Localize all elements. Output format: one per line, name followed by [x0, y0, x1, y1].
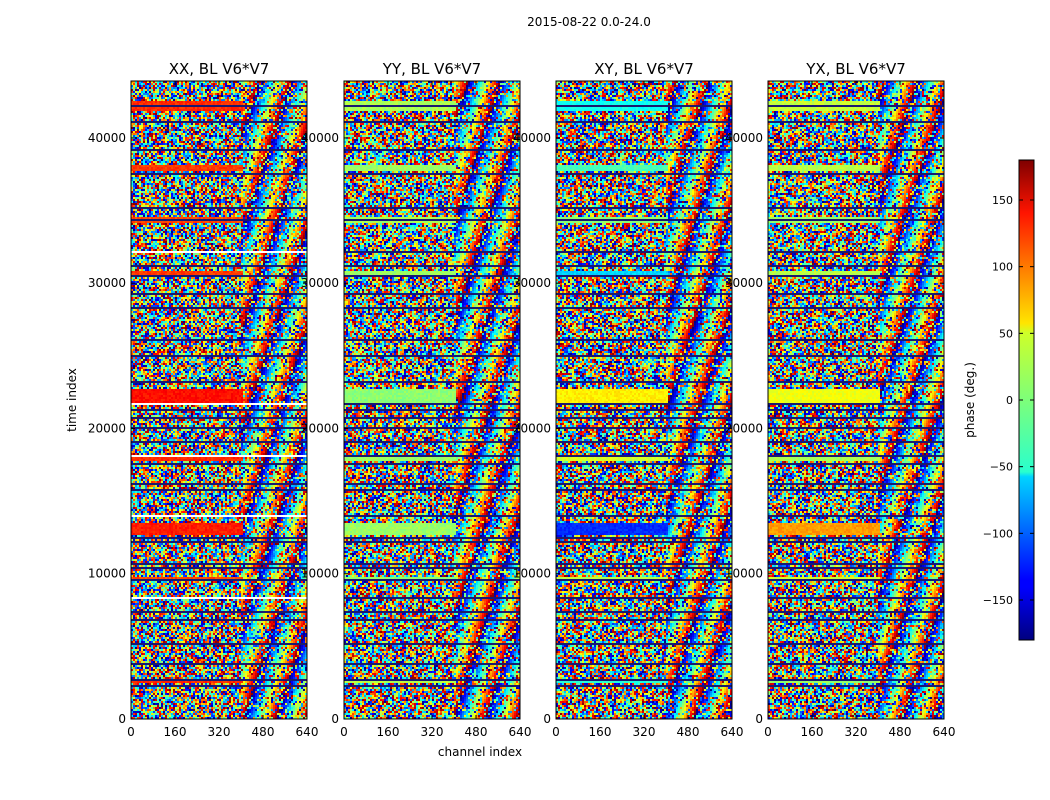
y-tick-label: 30000: [88, 276, 126, 290]
x-tick-label: 320: [633, 725, 656, 739]
x-tick-label: 160: [589, 725, 612, 739]
colorbar-tick-label: 0: [1006, 394, 1013, 407]
x-tick-label: 640: [296, 725, 319, 739]
y-tick-label: 0: [118, 712, 126, 726]
y-tick-label: 0: [331, 712, 339, 726]
colorbar-tick-label: −150: [983, 594, 1013, 607]
x-tick-label: 480: [465, 725, 488, 739]
x-tick-label: 0: [127, 725, 135, 739]
x-tick-label: 480: [889, 725, 912, 739]
x-tick-label: 0: [764, 725, 772, 739]
y-tick-label: 10000: [513, 567, 551, 581]
x-tick-label: 160: [801, 725, 824, 739]
panel-title: YY, BL V6*V7: [382, 60, 481, 78]
x-tick-label: 160: [377, 725, 400, 739]
panels-group: XX, BL V6*V7 0 160 320 480 640 0 10000 20000 3000…: [88, 60, 956, 739]
x-tick-label: 320: [845, 725, 868, 739]
y-tick-label: 10000: [301, 567, 339, 581]
panel-title: YX, BL V6*V7: [805, 60, 906, 78]
y-tick-label: 20000: [725, 421, 763, 435]
y-tick-label: 30000: [301, 276, 339, 290]
x-tick-label: 320: [208, 725, 231, 739]
x-tick-label: 480: [252, 725, 275, 739]
x-tick-label: 640: [509, 725, 532, 739]
colorbar-tick-label: −100: [983, 527, 1013, 540]
x-tick-label: 0: [340, 725, 348, 739]
panel-xx: XX, BL V6*V7 0 160 320 480 640 0 10000 20000 3000…: [88, 60, 319, 739]
y-tick-label: 10000: [88, 567, 126, 581]
panel-yx: YX, BL V6*V7 0 160 320 480 640 0 10000 20000 3000…: [725, 60, 956, 739]
colorbar: −150 −100 −50 0 50 100 150: [983, 159, 1035, 641]
panel-title: XY, BL V6*V7: [594, 60, 694, 78]
phase-image: [131, 81, 307, 719]
figure-suptitle: 2015-08-22 0.0-24.0: [527, 15, 651, 29]
y-tick-label: 30000: [725, 276, 763, 290]
panel-xy: XY, BL V6*V7 0 160 320 480 640 0 10000 20000 3000…: [513, 60, 744, 739]
y-tick-label: 0: [755, 712, 763, 726]
x-tick-label: 640: [933, 725, 956, 739]
y-tick-label: 40000: [513, 131, 551, 145]
y-tick-label: 30000: [513, 276, 551, 290]
x-axis-label: channel index: [438, 745, 522, 759]
panel-yy: YY, BL V6*V7 0 160 320 480 640 0 10000 20000 3000…: [301, 60, 532, 739]
colorbar-tick-label: 50: [999, 327, 1013, 340]
colorbar-tick-label: 150: [992, 194, 1013, 207]
x-tick-label: 160: [164, 725, 187, 739]
y-tick-label: 20000: [513, 421, 551, 435]
phase-image: [344, 81, 520, 719]
x-tick-label: 480: [677, 725, 700, 739]
phase-image: [768, 81, 944, 719]
y-tick-label: 10000: [725, 567, 763, 581]
y-tick-label: 40000: [301, 131, 339, 145]
colorbar-tick-label: 100: [992, 261, 1013, 274]
x-tick-label: 640: [721, 725, 744, 739]
colorbar-label: phase (deg.): [963, 362, 977, 438]
y-axis-label: time index: [65, 368, 79, 432]
y-tick-label: 20000: [301, 421, 339, 435]
y-tick-label: 40000: [725, 131, 763, 145]
x-tick-label: 320: [421, 725, 444, 739]
panel-title: XX, BL V6*V7: [169, 60, 270, 78]
y-tick-label: 40000: [88, 131, 126, 145]
y-tick-label: 0: [543, 712, 551, 726]
x-tick-label: 0: [552, 725, 560, 739]
y-tick-label: 20000: [88, 421, 126, 435]
colorbar-tick-label: −50: [990, 461, 1013, 474]
phase-image: [556, 81, 732, 719]
